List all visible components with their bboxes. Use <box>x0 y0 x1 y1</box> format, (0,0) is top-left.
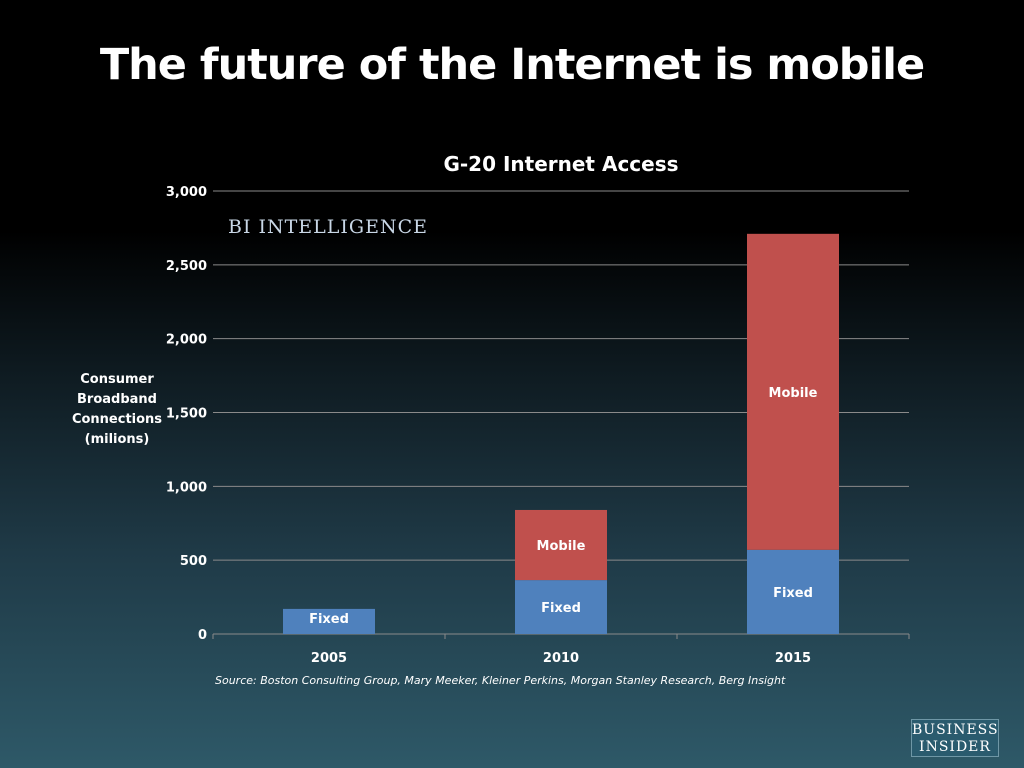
bar-fixed-2005 <box>283 608 375 634</box>
y-tick-label: 1,500 <box>166 407 207 422</box>
y-axis-ticks: 0 500 1,000 1,500 2,000 2,500 3,000 <box>166 185 207 643</box>
source-note: Source: Boston Consulting Group, Mary Me… <box>215 674 786 687</box>
slide-title: The future of the Internet is mobile <box>99 40 925 90</box>
business-insider-logo: BUSINESS INSIDER <box>911 719 999 757</box>
y-tick-label: 0 <box>198 628 207 643</box>
bar-mobile-2015 <box>747 233 839 550</box>
y-axis-label-line: (milions) <box>85 432 150 447</box>
y-axis-label-line: Connections <box>72 412 162 427</box>
y-tick-label: 500 <box>180 554 207 569</box>
logo-line-insider: INSIDER <box>919 739 991 755</box>
bi-intelligence-watermark: BI INTELLIGENCE <box>228 216 428 238</box>
data-label-mobile: Mobile <box>769 386 818 401</box>
x-tick-label: 2010 <box>543 651 579 666</box>
data-labels: Fixed Mobile Fixed Mobile Fixed <box>309 386 818 627</box>
logo-line-business: BUSINESS <box>912 722 999 738</box>
data-label-fixed: Fixed <box>773 586 813 601</box>
y-axis-label-line: Consumer <box>80 372 154 387</box>
x-tick-label: 2015 <box>775 651 811 666</box>
bar-mobile-2010 <box>515 509 607 581</box>
x-axis-ticks: 2005 2010 2015 <box>311 651 811 666</box>
y-axis-label-line: Broadband <box>77 392 157 407</box>
x-tick-label: 2005 <box>311 651 347 666</box>
y-tick-label: 1,000 <box>166 480 207 495</box>
y-tick-label: 3,000 <box>166 185 207 200</box>
bar-fixed-2010 <box>515 580 607 634</box>
bars <box>283 233 839 634</box>
data-label-fixed: Fixed <box>541 601 581 616</box>
data-label-fixed: Fixed <box>309 612 349 627</box>
y-axis-label: Consumer Broadband Connections (milions) <box>72 372 162 447</box>
data-label-mobile: Mobile <box>537 539 586 554</box>
y-tick-label: 2,000 <box>166 333 207 348</box>
bar-fixed-2015 <box>747 549 839 634</box>
chart-title: G-20 Internet Access <box>443 152 678 176</box>
y-tick-label: 2,500 <box>166 259 207 274</box>
